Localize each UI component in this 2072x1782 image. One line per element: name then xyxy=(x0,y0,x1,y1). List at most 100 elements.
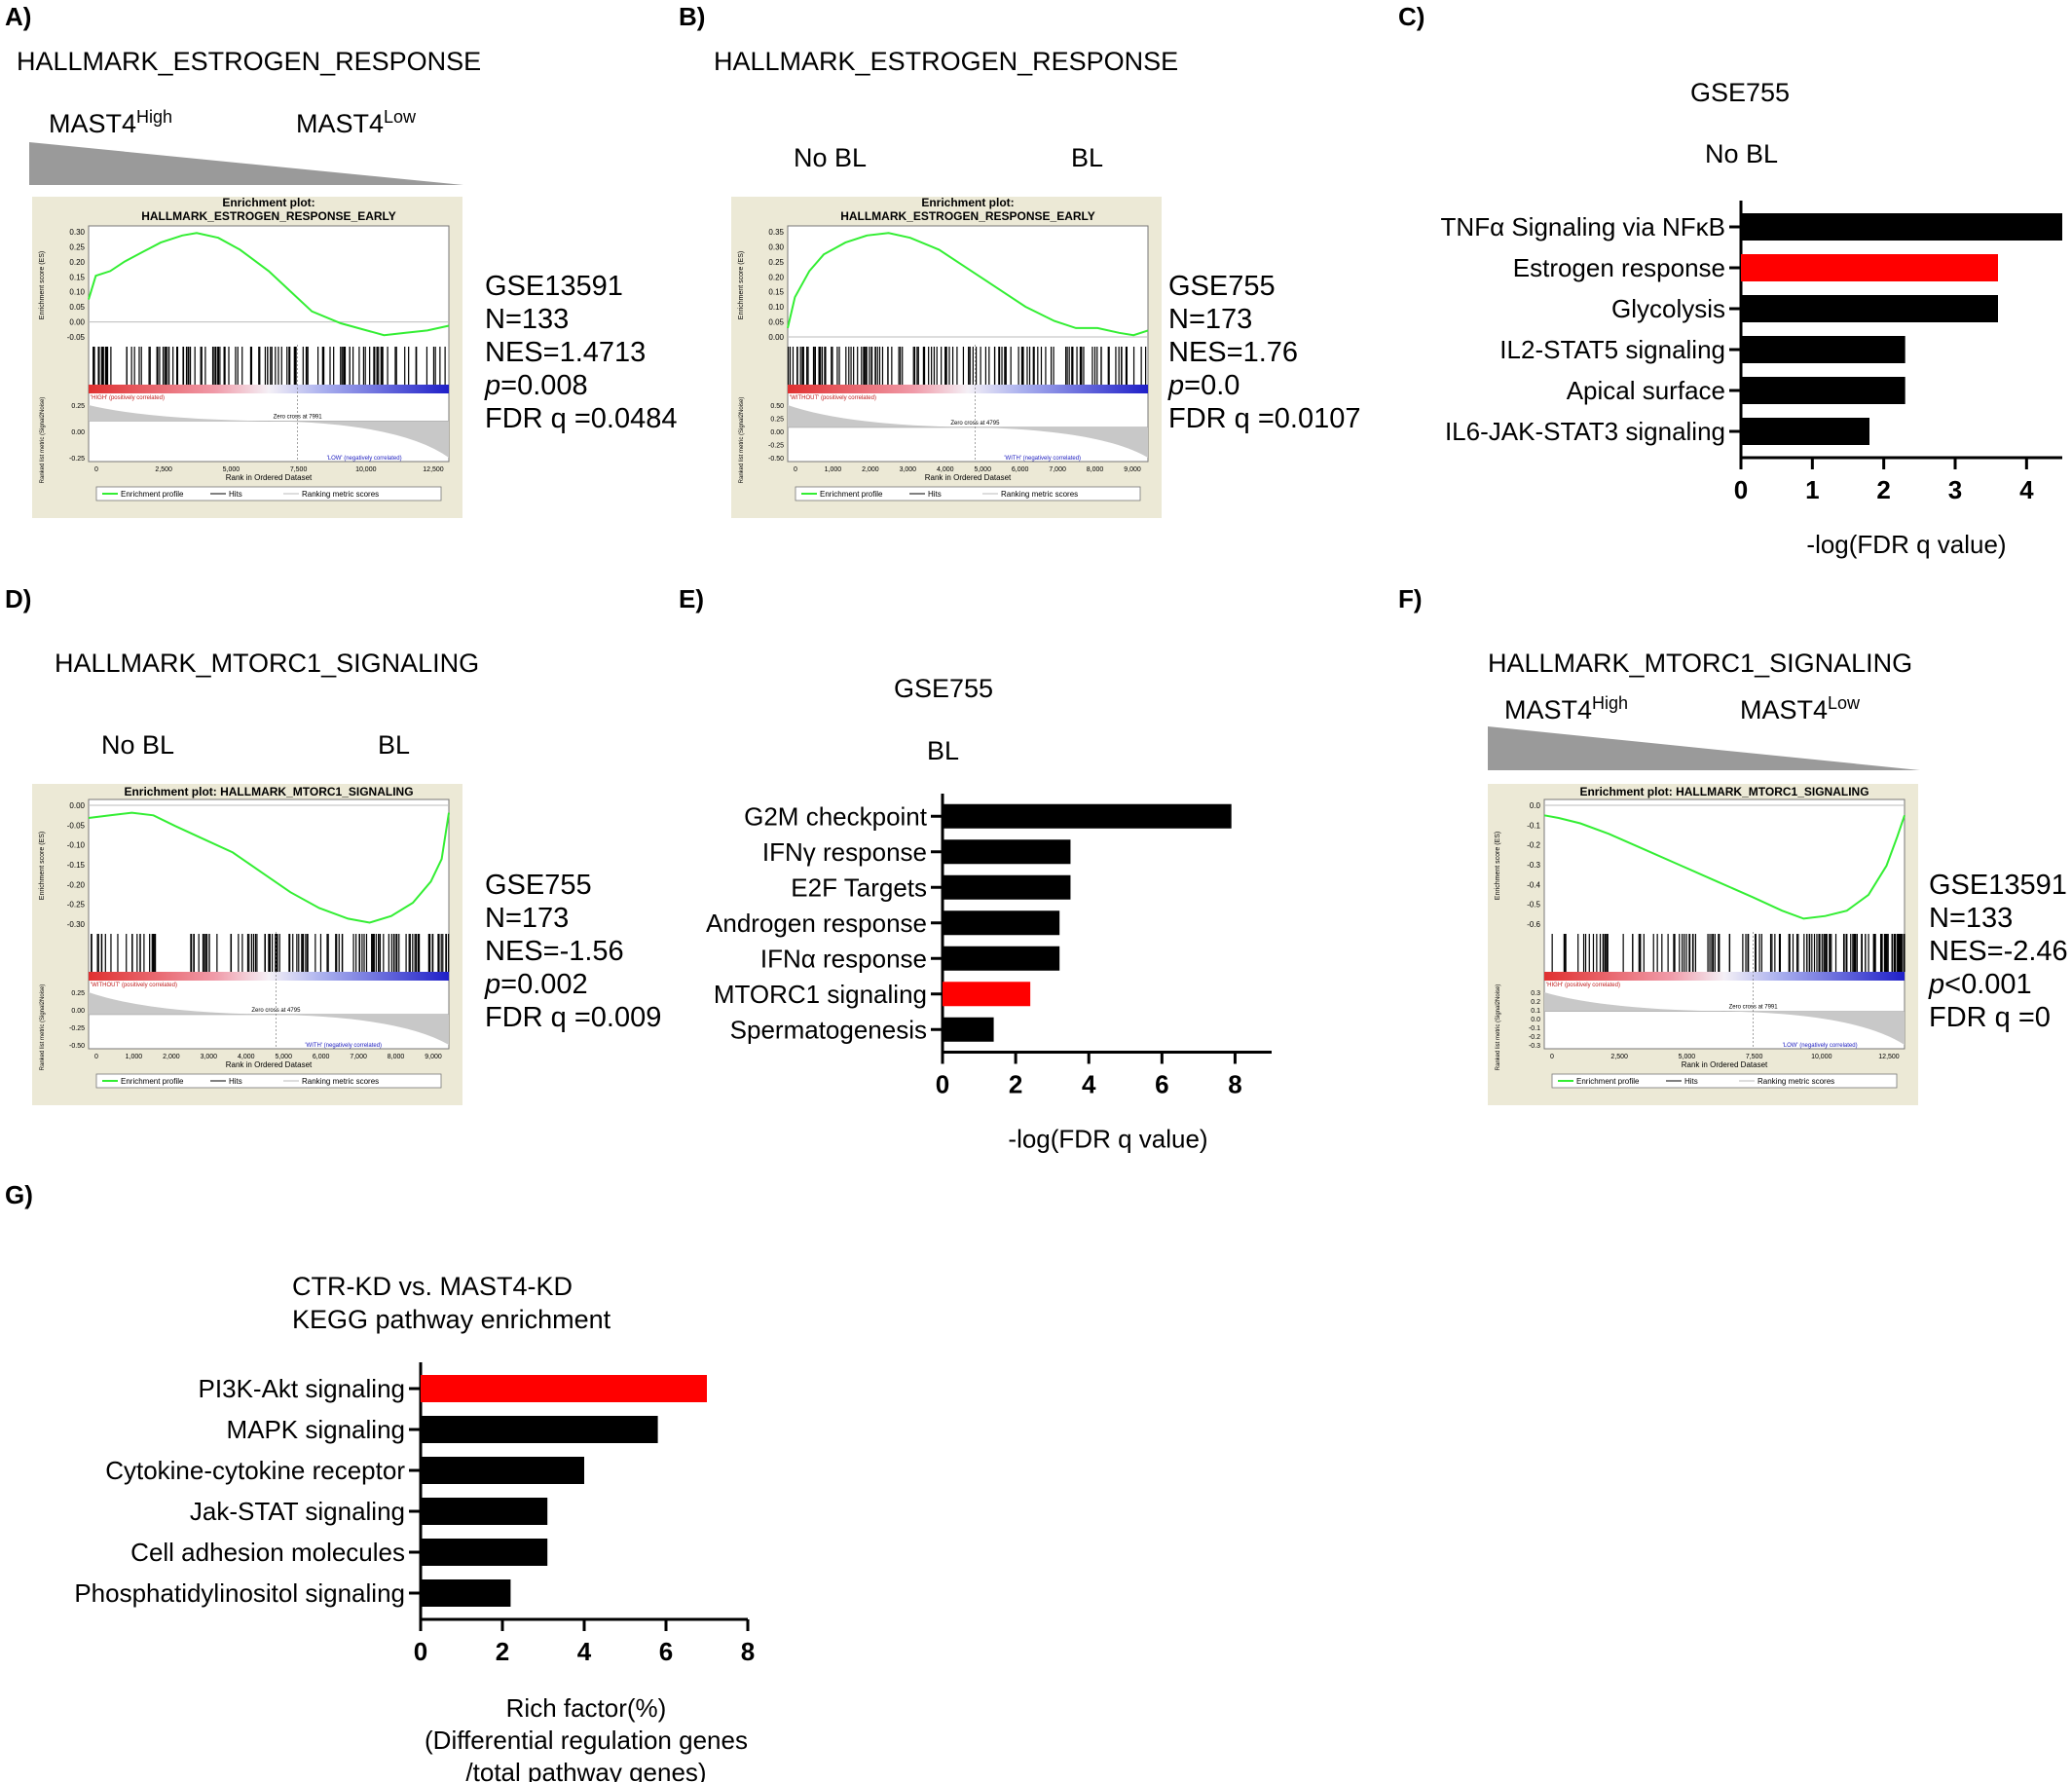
plot-title: Enrichment plot: xyxy=(222,197,314,209)
panel-d-left-label: No BL xyxy=(101,730,175,760)
rank-tick-label: 2,500 xyxy=(1610,1054,1628,1060)
panel-f-n: N=133 xyxy=(1929,903,2014,934)
legend-ranking-label: Ranking metric scores xyxy=(1001,490,1078,499)
panel-f-right-label: MAST4Low xyxy=(1740,693,1861,724)
es-tick-label: 0.0 xyxy=(1530,801,1541,810)
es-tick-label: 0.05 xyxy=(768,318,784,327)
metric-tick-label: -0.25 xyxy=(69,456,85,463)
metric-tick-label: -0.1 xyxy=(1529,1025,1540,1032)
panel-letter-a: A) xyxy=(5,2,32,31)
rank-axis-title: Rank in Ordered Dataset xyxy=(226,473,313,482)
metric-tick-label: 0.25 xyxy=(71,403,85,410)
panel-a-gradient-triangle xyxy=(29,142,463,185)
panel-c-bar-chart: TNFα Signaling via NFκB Estrogen response… xyxy=(1441,201,2062,559)
x-axis-title-line: Rich factor(%) xyxy=(506,1693,667,1723)
rank-tick-label: 0 xyxy=(1550,1054,1554,1060)
zero-cross-label: Zero cross at 7991 xyxy=(1729,1005,1779,1011)
category-label: IL2-STAT5 signaling xyxy=(1499,335,1725,364)
panel-c-group: No BL xyxy=(1705,139,1779,168)
es-tick-label: 0.20 xyxy=(768,273,784,281)
rank-tick-label: 8,000 xyxy=(388,1054,405,1060)
category-label: G2M checkpoint xyxy=(744,801,928,831)
rank-tick-label: 0 xyxy=(94,466,98,473)
x-tick-label: 3 xyxy=(1948,475,1962,504)
bar-2 xyxy=(943,874,1071,900)
es-axis-title: Enrichment score (ES) xyxy=(39,251,46,319)
es-tick-label: 0.00 xyxy=(69,318,85,327)
category-label: Phosphatidylinositol signaling xyxy=(74,1578,405,1608)
plot-title: Enrichment plot: HALLMARK_MTORC1_SIGNALI… xyxy=(1579,785,1868,798)
panel-f-stats: GSE13591 N=133 NES=-2.46 p<0.001 FDR q =… xyxy=(1929,869,2068,1034)
rank-tick-label: 7,000 xyxy=(350,1054,367,1060)
x-tick-label: 4 xyxy=(577,1637,592,1666)
rank-tick-label: 1,000 xyxy=(126,1054,143,1060)
positive-correlation-label: 'WITHOUT' (positively correlated) xyxy=(91,983,177,988)
legend-ranking-label: Ranking metric scores xyxy=(302,490,379,499)
panel-f-left-label: MAST4High xyxy=(1504,693,1629,724)
es-tick-label: 0.15 xyxy=(69,273,85,281)
bar-1 xyxy=(943,839,1071,865)
es-tick-label: -0.20 xyxy=(67,880,86,889)
rank-tick-label: 0 xyxy=(794,466,797,473)
panel-f-pvalue: p<0.001 xyxy=(1929,969,2032,1000)
legend-box xyxy=(795,486,1141,501)
es-tick-label: 0.05 xyxy=(69,303,85,312)
panel-letter-d: D) xyxy=(5,584,32,613)
panel-b-dataset: GSE755 xyxy=(1168,271,1276,302)
legend-box xyxy=(1551,1073,1898,1089)
negative-correlation-label: 'WITH' (negatively correlated) xyxy=(305,1043,382,1049)
x-axis-title: -log(FDR q value) xyxy=(1008,1125,1207,1154)
bar-6 xyxy=(943,1017,994,1042)
bar-1 xyxy=(421,1416,658,1443)
rank-tick-label: 4,000 xyxy=(937,466,954,473)
panel-b-left-label: No BL xyxy=(794,143,868,172)
category-label: IFNγ response xyxy=(762,837,927,867)
panel-e-dataset: GSE755 xyxy=(894,674,994,703)
negative-correlation-label: 'WITH' (negatively correlated) xyxy=(1004,456,1081,462)
rank-tick-label: 6,000 xyxy=(313,1054,330,1060)
category-label: Estrogen response xyxy=(1513,253,1725,282)
panel-d-nes: NES=-1.56 xyxy=(485,936,624,967)
metric-axis-title: Ranked list metric (Signal2Noise) xyxy=(40,397,46,484)
rank-axis-title: Rank in Ordered Dataset xyxy=(1682,1060,1768,1069)
panel-a-fdr: FDR q =0.0484 xyxy=(485,403,678,434)
panel-b-stats: GSE755 N=173 NES=1.76 p=0.0 FDR q =0.010… xyxy=(1168,270,1360,435)
panel-f-title: HALLMARK_MTORC1_SIGNALING xyxy=(1488,649,1913,678)
legend-profile-label: Enrichment profile xyxy=(121,1077,184,1086)
panel-e-bar-chart: G2M checkpoint IFNγ response E2F Targets An… xyxy=(706,794,1272,1154)
rank-tick-label: 2,000 xyxy=(862,466,879,473)
ranking-gradient-bar xyxy=(89,972,449,981)
panel-d-enrichment-plot: Enrichment plot: HALLMARK_MTORC1_SIGNALI… xyxy=(32,784,462,1105)
positive-correlation-label: 'HIGH' (positively correlated) xyxy=(91,395,165,401)
category-label: MAPK signaling xyxy=(226,1415,405,1444)
es-tick-label: 0.10 xyxy=(69,288,85,297)
es-tick-label: 0.00 xyxy=(69,801,85,810)
rank-tick-label: 7,000 xyxy=(1049,466,1066,473)
plot-title: Enrichment plot: HALLMARK_MTORC1_SIGNALI… xyxy=(124,785,413,798)
panel-d-n: N=173 xyxy=(485,903,570,934)
x-tick-label: 0 xyxy=(414,1637,427,1666)
category-label: Apical surface xyxy=(1567,376,1725,405)
rank-tick-label: 1,000 xyxy=(825,466,842,473)
metric-axis-title: Ranked list metric (Signal2Noise) xyxy=(40,984,46,1071)
panel-g-title-line2: KEGG pathway enrichment xyxy=(292,1305,611,1334)
es-tick-label: 0.25 xyxy=(69,242,85,251)
bar-4 xyxy=(943,946,1060,971)
rank-tick-label: 10,000 xyxy=(355,466,377,473)
panel-b-title: HALLMARK_ESTROGEN_RESPONSE xyxy=(714,47,1179,76)
panel-g-title-line1: CTR-KD vs. MAST4-KD xyxy=(292,1272,574,1301)
panel-letter-e: E) xyxy=(679,584,704,613)
metric-tick-label: -0.50 xyxy=(69,1043,85,1050)
es-tick-label: 0.00 xyxy=(768,333,784,342)
zero-cross-label: Zero cross at 4795 xyxy=(950,421,1000,427)
category-label: E2F Targets xyxy=(791,872,927,902)
metric-area xyxy=(89,992,449,1045)
panel-b-right-label: BL xyxy=(1071,143,1104,172)
metric-tick-label: 0.3 xyxy=(1531,990,1540,997)
panel-b-pvalue: p=0.0 xyxy=(1168,370,1240,401)
es-tick-label: 0.20 xyxy=(69,258,85,267)
legend-profile-label: Enrichment profile xyxy=(820,490,883,499)
x-tick-label: 0 xyxy=(1734,475,1748,504)
panel-a-dataset: GSE13591 xyxy=(485,271,623,302)
panel-f-nes: NES=-2.46 xyxy=(1929,936,2068,967)
